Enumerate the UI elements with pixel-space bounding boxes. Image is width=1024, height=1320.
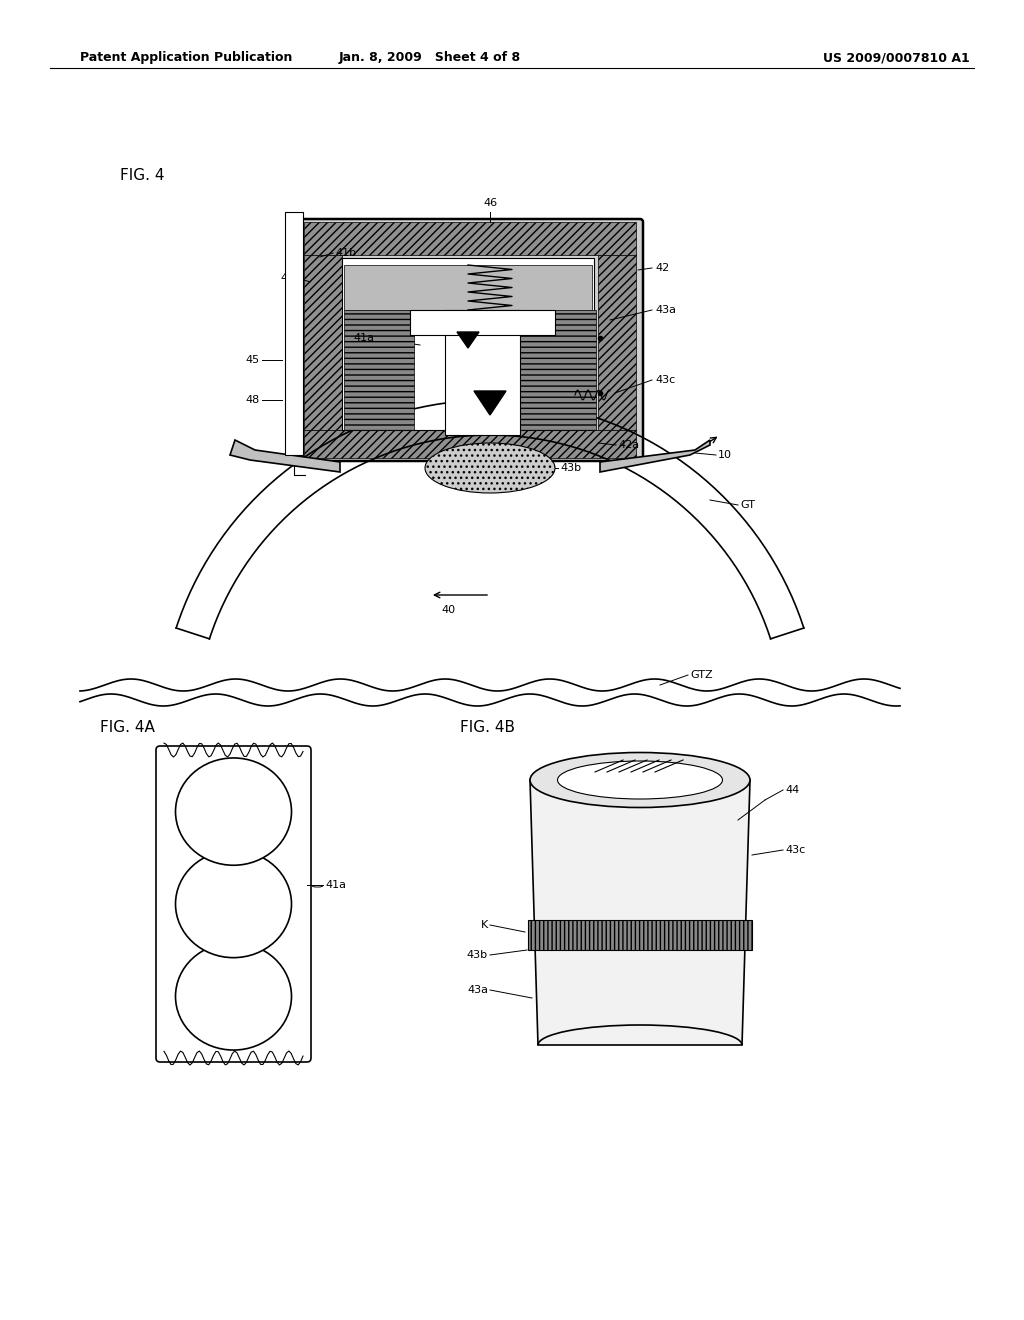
Text: 43b: 43b bbox=[560, 463, 582, 473]
Ellipse shape bbox=[530, 752, 750, 808]
Text: GT: GT bbox=[740, 500, 755, 510]
Bar bbox=[598, 255, 636, 430]
Text: 43b: 43b bbox=[467, 950, 488, 960]
Ellipse shape bbox=[175, 850, 292, 957]
Text: 40: 40 bbox=[441, 605, 455, 615]
Bar bbox=[520, 310, 596, 430]
Text: 42a: 42a bbox=[618, 440, 639, 450]
FancyBboxPatch shape bbox=[297, 219, 643, 461]
Text: 43a: 43a bbox=[655, 305, 676, 315]
Ellipse shape bbox=[175, 758, 292, 865]
Text: FIG. 4A: FIG. 4A bbox=[100, 721, 155, 735]
Text: 43c: 43c bbox=[785, 845, 805, 855]
Ellipse shape bbox=[557, 762, 723, 799]
Polygon shape bbox=[530, 780, 750, 1045]
Polygon shape bbox=[474, 391, 506, 414]
Text: 41a: 41a bbox=[353, 333, 374, 343]
Polygon shape bbox=[600, 440, 710, 473]
Text: 43c: 43c bbox=[655, 375, 675, 385]
Bar bbox=[342, 257, 594, 430]
Polygon shape bbox=[230, 440, 340, 473]
Text: Patent Application Publication: Patent Application Publication bbox=[80, 51, 293, 65]
Text: US 2009/0007810 A1: US 2009/0007810 A1 bbox=[823, 51, 970, 65]
Bar bbox=[285, 213, 303, 455]
Text: 43a: 43a bbox=[467, 985, 488, 995]
Text: 10: 10 bbox=[718, 450, 732, 459]
Text: FIG. 4B: FIG. 4B bbox=[460, 721, 515, 735]
Bar bbox=[410, 310, 555, 335]
Text: Jan. 8, 2009   Sheet 4 of 8: Jan. 8, 2009 Sheet 4 of 8 bbox=[339, 51, 521, 65]
Bar bbox=[445, 310, 520, 436]
Text: 45: 45 bbox=[246, 355, 260, 366]
Text: FIG. 4: FIG. 4 bbox=[120, 168, 165, 182]
FancyBboxPatch shape bbox=[156, 746, 311, 1063]
Text: 43: 43 bbox=[281, 273, 295, 282]
Ellipse shape bbox=[175, 942, 292, 1049]
Bar bbox=[304, 255, 342, 430]
Text: K: K bbox=[480, 920, 488, 931]
Bar bbox=[344, 310, 414, 430]
Text: 41b: 41b bbox=[335, 248, 356, 257]
Bar bbox=[528, 920, 752, 950]
Text: 42: 42 bbox=[655, 263, 670, 273]
Text: 44: 44 bbox=[785, 785, 800, 795]
Text: GTZ: GTZ bbox=[690, 671, 713, 680]
Text: 41a: 41a bbox=[325, 880, 346, 890]
Ellipse shape bbox=[425, 444, 555, 492]
Bar bbox=[304, 430, 636, 458]
Bar bbox=[304, 222, 636, 255]
Bar bbox=[344, 265, 592, 310]
Text: 48: 48 bbox=[246, 395, 260, 405]
Text: 46: 46 bbox=[483, 198, 497, 209]
Polygon shape bbox=[457, 333, 479, 348]
